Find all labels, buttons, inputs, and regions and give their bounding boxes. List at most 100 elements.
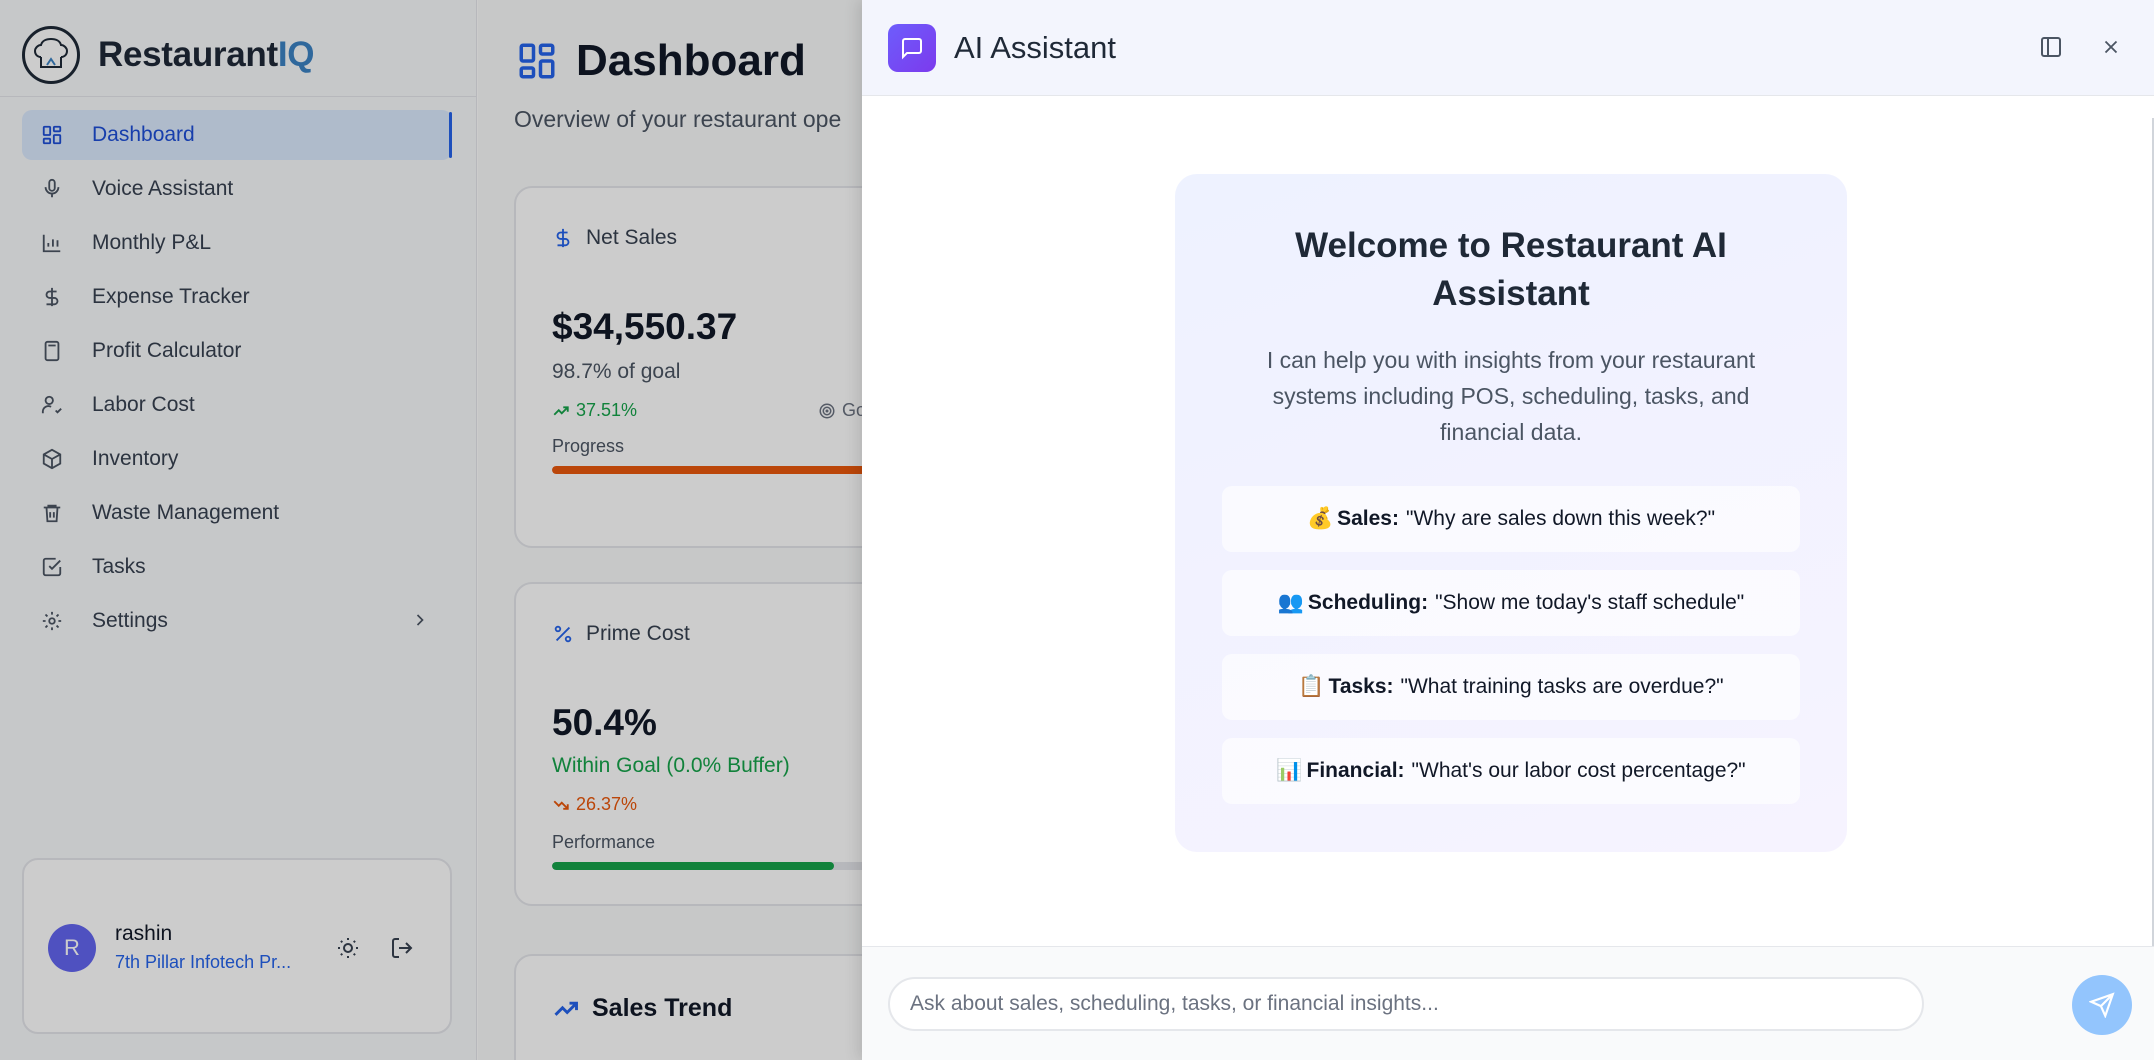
card-title: Sales Trend: [592, 994, 733, 1022]
chevron-right-icon: [416, 614, 424, 626]
chat-input[interactable]: [888, 977, 1924, 1031]
trending-up-icon: [552, 995, 580, 1023]
example-category: Tasks:: [1328, 675, 1394, 698]
progress-bar-fill: [552, 466, 1105, 474]
net-sales-value: $34,550.37: [552, 306, 738, 347]
dollar-icon: [40, 285, 64, 309]
page-header: Dashboard: [516, 36, 806, 86]
send-icon: [2089, 992, 2115, 1018]
toggle-sidebar-button[interactable]: [2038, 34, 2064, 60]
close-button[interactable]: [2098, 34, 2124, 60]
performance-bar: [552, 862, 1112, 870]
sidebar-item-labor-cost[interactable]: Labor Cost: [22, 380, 452, 430]
sidebar-item-tasks[interactable]: Tasks: [22, 542, 452, 592]
sidebar-item-label: Voice Assistant: [92, 177, 234, 200]
goal-indicator: Go: [818, 400, 866, 421]
performance-label: Performance: [552, 832, 656, 852]
sidebar-item-voice-assistant[interactable]: Voice Assistant: [22, 164, 452, 214]
sidebar-nav: Dashboard Voice Assistant Monthly P&L Ex…: [22, 110, 452, 650]
sidebar-item-label: Dashboard: [92, 123, 195, 146]
sidebar-item-label: Expense Tracker: [92, 285, 250, 308]
close-icon: [2104, 40, 2118, 54]
package-icon: [40, 447, 64, 471]
card-header: Prime Cost: [552, 622, 690, 646]
user-check-icon: [40, 393, 64, 417]
scrollbar[interactable]: [2152, 118, 2154, 948]
check-square-icon: [40, 555, 64, 579]
sidebar-item-label: Waste Management: [92, 501, 280, 524]
sidebar-item-label: Monthly P&L: [92, 231, 212, 254]
people-icon: 👥: [1277, 591, 1304, 614]
brand-name: RestaurantIQ: [98, 35, 315, 74]
bar-chart-icon: 📊: [1276, 759, 1303, 782]
example-prompt-financial[interactable]: 📊 Financial: "What's our labor cost perc…: [1222, 738, 1800, 804]
prime-cost-change: 26.37%: [552, 794, 637, 815]
example-category: Scheduling:: [1307, 591, 1429, 614]
sales-change: 37.51%: [552, 400, 637, 421]
sun-icon: [338, 938, 358, 958]
sidebar-item-inventory[interactable]: Inventory: [22, 434, 452, 484]
brand-logo-row[interactable]: RestaurantIQ: [22, 24, 314, 86]
chat-bubble-icon: [888, 24, 936, 72]
sidebar-item-label: Inventory: [92, 447, 179, 470]
sidebar-item-waste-management[interactable]: Waste Management: [22, 488, 452, 538]
prime-cost-value: 50.4%: [552, 702, 657, 743]
sidebar-item-profit-calculator[interactable]: Profit Calculator: [22, 326, 452, 376]
panel-header: AI Assistant: [862, 0, 2154, 96]
welcome-description: I can help you with insights from your r…: [1266, 347, 1756, 445]
dollar-icon: [552, 227, 574, 249]
grid-icon: [519, 43, 555, 79]
example-text: "Why are sales down this week?": [1405, 507, 1716, 530]
sidebar-item-monthly-pl[interactable]: Monthly P&L: [22, 218, 452, 268]
sidebar-item-expense-tracker[interactable]: Expense Tracker: [22, 272, 452, 322]
example-prompt-sales[interactable]: 💰 Sales: "Why are sales down this week?": [1222, 486, 1800, 552]
user-organization: 7th Pillar Infotech Pr...: [115, 952, 292, 972]
welcome-title: Welcome to Restaurant AI Assistant: [1295, 226, 1727, 313]
bar-chart-icon: [40, 231, 64, 255]
target-icon: [819, 403, 835, 418]
sidebar-item-label: Settings: [92, 609, 168, 632]
panel-title: AI Assistant: [954, 30, 1116, 65]
progress-label: Progress: [552, 436, 625, 456]
sidebar-item-settings[interactable]: Settings: [22, 596, 452, 646]
page-title: Dashboard: [576, 36, 806, 85]
panel-layout-icon: [2041, 37, 2061, 57]
clipboard-icon: 📋: [1298, 675, 1325, 698]
card-title: Net Sales: [586, 226, 678, 249]
percent-icon: [552, 623, 574, 645]
user-name: rashin: [115, 922, 173, 945]
calculator-icon: [40, 339, 64, 363]
sidebar-item-label: Tasks: [92, 555, 146, 578]
example-category: Financial:: [1306, 759, 1405, 782]
trending-down-icon: [553, 800, 569, 810]
sidebar-item-dashboard[interactable]: Dashboard: [22, 110, 452, 160]
mic-icon: [40, 177, 64, 201]
example-text: "What training tasks are overdue?": [1400, 675, 1724, 698]
modal-backdrop[interactable]: [0, 0, 862, 1060]
chef-hat-logo-icon: [22, 26, 80, 84]
example-prompt-scheduling[interactable]: 👥 Scheduling: "Show me today's staff sch…: [1222, 570, 1800, 636]
sidebar-item-label: Profit Calculator: [92, 339, 242, 362]
trash-icon: [40, 501, 64, 525]
performance-bar-fill: [552, 862, 835, 870]
example-category: Sales:: [1337, 507, 1399, 530]
trending-up-icon: [553, 405, 569, 415]
progress-bar: [552, 466, 1112, 474]
avatar[interactable]: R: [48, 924, 96, 972]
send-button[interactable]: [2072, 975, 2132, 1035]
example-text: "What's our labor cost percentage?": [1411, 759, 1746, 782]
logout-button[interactable]: [388, 934, 416, 962]
example-text: "Show me today's staff schedule": [1435, 591, 1745, 614]
grid-icon: [40, 123, 64, 147]
theme-toggle-button[interactable]: [334, 934, 362, 962]
welcome-card: Welcome to Restaurant AI Assistant I can…: [1175, 174, 1847, 852]
user-card: R rashin 7th Pillar Infotech Pr...: [22, 858, 452, 1034]
example-prompt-tasks[interactable]: 📋 Tasks: "What training tasks are overdu…: [1222, 654, 1800, 720]
card-header: Sales Trend: [552, 994, 732, 1023]
prime-cost-status: Within Goal (0.0% Buffer): [552, 754, 790, 777]
goal-percentage: 98.7% of goal: [552, 360, 681, 383]
money-bag-icon: 💰: [1306, 507, 1334, 530]
logout-icon: [392, 938, 413, 958]
ai-assistant-panel: AI Assistant Welcome to Restaurant AI As…: [862, 0, 2154, 1060]
sidebar-item-label: Labor Cost: [92, 393, 195, 416]
